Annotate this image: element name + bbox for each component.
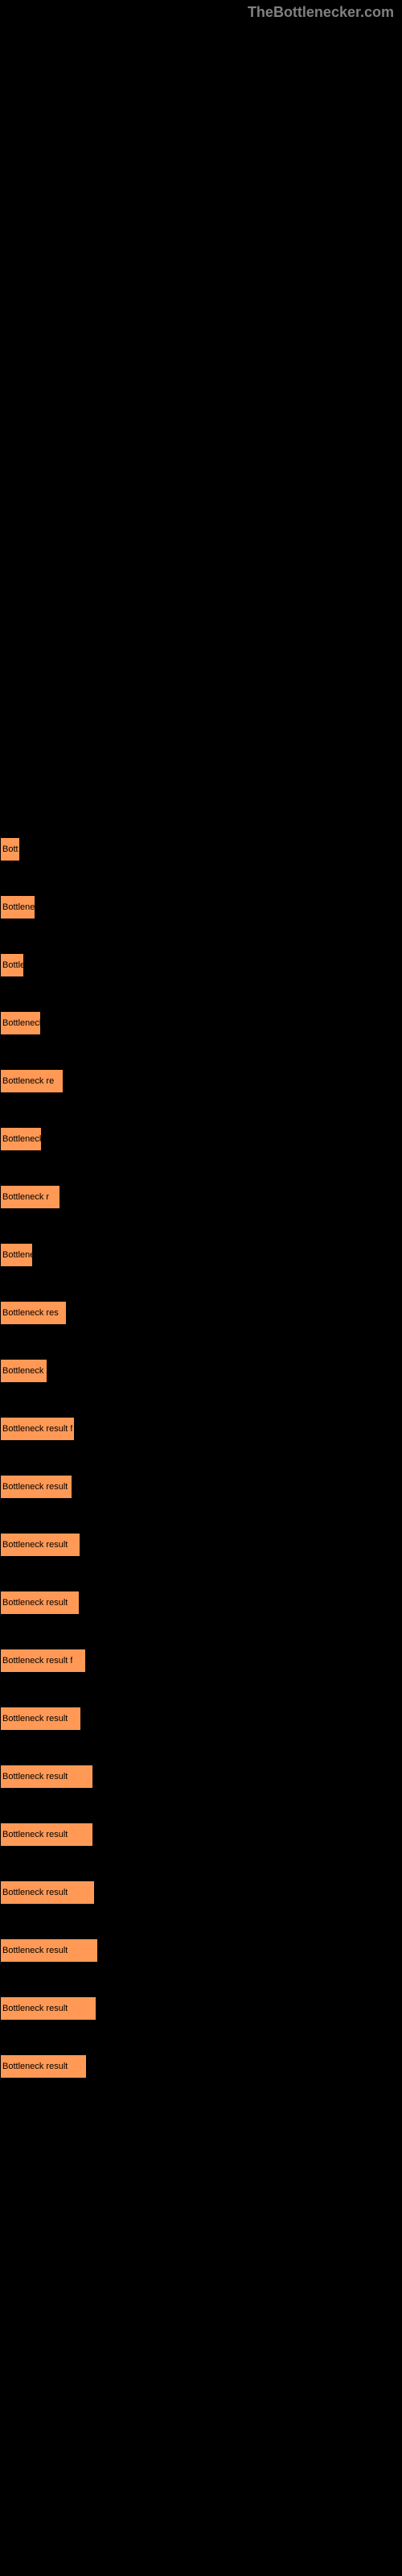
chart-bar: Bottle — [0, 953, 24, 977]
chart-bar: Bottlene — [0, 1243, 33, 1267]
bar-row: Bottleneck — [0, 1359, 402, 1383]
bar-row: Bottleneck result — [0, 1938, 402, 1963]
bar-chart: Bott Bottlenec Bottle Bottleneck Bottleneck … — [0, 0, 402, 2079]
bar-row: Bottleneck — [0, 1011, 402, 1035]
bar-row: Bottleneck result — [0, 1475, 402, 1499]
chart-bar: Bottlenec — [0, 895, 35, 919]
chart-bar: Bottleneck res — [0, 1301, 67, 1325]
bar-row: Bottle — [0, 953, 402, 977]
chart-bar: Bottleneck result f — [0, 1417, 75, 1441]
chart-bar: Bottleneck result — [0, 2054, 87, 2079]
bar-label: Bottleneck result — [2, 1598, 68, 1608]
bar-label: Bottleneck result — [2, 1888, 68, 1897]
bar-label: Bottleneck — [2, 1366, 43, 1376]
chart-bar: Bottleneck result — [0, 1765, 93, 1789]
bar-row: Bottleneck re — [0, 1069, 402, 1093]
bar-label: Bottlene — [2, 1250, 32, 1260]
watermark-text: TheBottlenecker.com — [248, 4, 394, 21]
chart-bar: Bottleneck result — [0, 1533, 80, 1557]
bar-row: Bottleneck r — [0, 1185, 402, 1209]
bar-row: Bottleneck result f — [0, 1649, 402, 1673]
bar-row: Bottlene — [0, 1243, 402, 1267]
chart-bar: Bottleneck result f — [0, 1649, 86, 1673]
chart-bar: Bottleneck result — [0, 1707, 81, 1731]
bar-row: Bottleneck result — [0, 2054, 402, 2079]
chart-bar: Bottleneck result — [0, 1475, 72, 1499]
chart-bar: Bottleneck result — [0, 1880, 95, 1905]
bar-label: Bottleneck result f — [2, 1656, 72, 1666]
chart-bar: Bottleneck result — [0, 1823, 93, 1847]
bar-label: Bottleneck result — [2, 1946, 68, 1955]
bar-row: Bottleneck result — [0, 1533, 402, 1557]
chart-bar: Bottleneck r — [0, 1185, 60, 1209]
bar-label: Bottleneck result f — [2, 1424, 72, 1434]
chart-bar: Bottleneck result — [0, 1938, 98, 1963]
bar-label: Bottleneck result — [2, 1482, 68, 1492]
bar-row: Bottleneck result — [0, 1591, 402, 1615]
bar-label: Bottleneck result — [2, 2062, 68, 2071]
chart-bar: Bottleneck result — [0, 1996, 96, 2021]
chart-bar: Bottleneck — [0, 1011, 41, 1035]
bar-row: Bottleneck result f — [0, 1417, 402, 1441]
bar-row: Bottlenec — [0, 895, 402, 919]
bar-label: Bottle — [2, 960, 23, 970]
bar-label: Bottleneck result — [2, 1714, 68, 1724]
bar-label: Bott — [2, 844, 18, 854]
chart-bar: Bottleneck — [0, 1359, 47, 1383]
bar-label: Bottleneck result — [2, 1830, 68, 1839]
bar-row: Bottleneck result — [0, 1996, 402, 2021]
bar-label: Bottleneck — [2, 1134, 41, 1144]
chart-bar: Bottleneck result — [0, 1591, 80, 1615]
chart-bar: Bottleneck re — [0, 1069, 64, 1093]
bar-label: Bottleneck res — [2, 1308, 59, 1318]
bar-row: Bottleneck — [0, 1127, 402, 1151]
bar-label: Bottleneck — [2, 1018, 40, 1028]
bar-label: Bottlenec — [2, 902, 35, 912]
bar-label: Bottleneck result — [2, 1540, 68, 1550]
bar-label: Bottleneck result — [2, 1772, 68, 1781]
bar-row: Bottleneck res — [0, 1301, 402, 1325]
bar-row: Bottleneck result — [0, 1880, 402, 1905]
chart-bar: Bott — [0, 837, 20, 861]
bar-row: Bott — [0, 837, 402, 861]
bar-label: Bottleneck result — [2, 2004, 68, 2013]
chart-bar: Bottleneck — [0, 1127, 42, 1151]
bar-row: Bottleneck result — [0, 1765, 402, 1789]
bar-row: Bottleneck result — [0, 1707, 402, 1731]
bar-label: Bottleneck re — [2, 1076, 54, 1086]
bar-row: Bottleneck result — [0, 1823, 402, 1847]
bar-label: Bottleneck r — [2, 1192, 49, 1202]
